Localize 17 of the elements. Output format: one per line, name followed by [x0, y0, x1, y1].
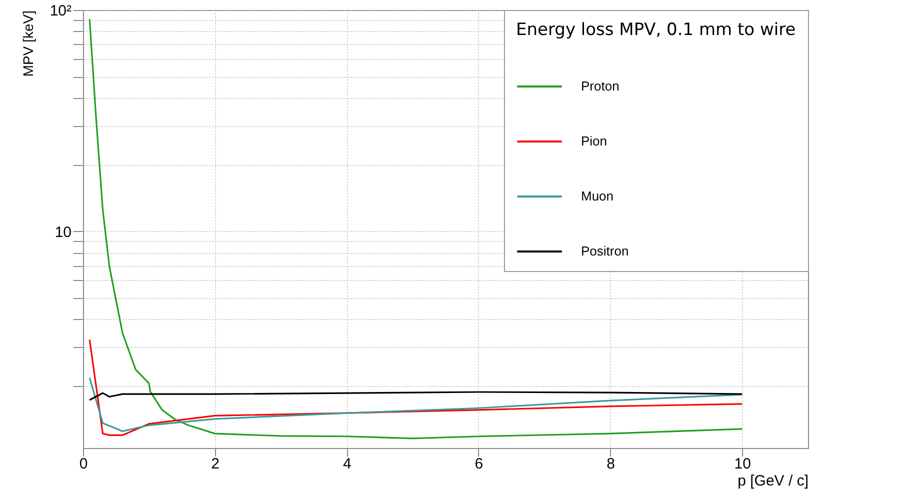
x-tick-label: 0 [79, 456, 88, 472]
legend-title: Energy loss MPV, 0.1 mm to wire [516, 20, 796, 40]
x-tick-label: 8 [606, 456, 615, 472]
x-tick-label: 10 [734, 456, 751, 472]
legend-label: Pion [581, 134, 608, 148]
line-series [88, 338, 743, 436]
x-tick-label: 2 [211, 456, 220, 472]
x-tick-label: 6 [474, 456, 484, 472]
y-axis-title: MPV [keV] [20, 10, 36, 77]
legend-label: Muon [581, 188, 614, 204]
legend-label: Positron [581, 244, 629, 258]
line-series [88, 376, 743, 432]
x-tick-label: 4 [342, 456, 352, 472]
y-tick-label: 10² [50, 2, 72, 20]
legend-label: Proton [581, 78, 620, 94]
line-series [88, 391, 743, 401]
x-axis-title: p [GeV / c] [738, 472, 808, 490]
